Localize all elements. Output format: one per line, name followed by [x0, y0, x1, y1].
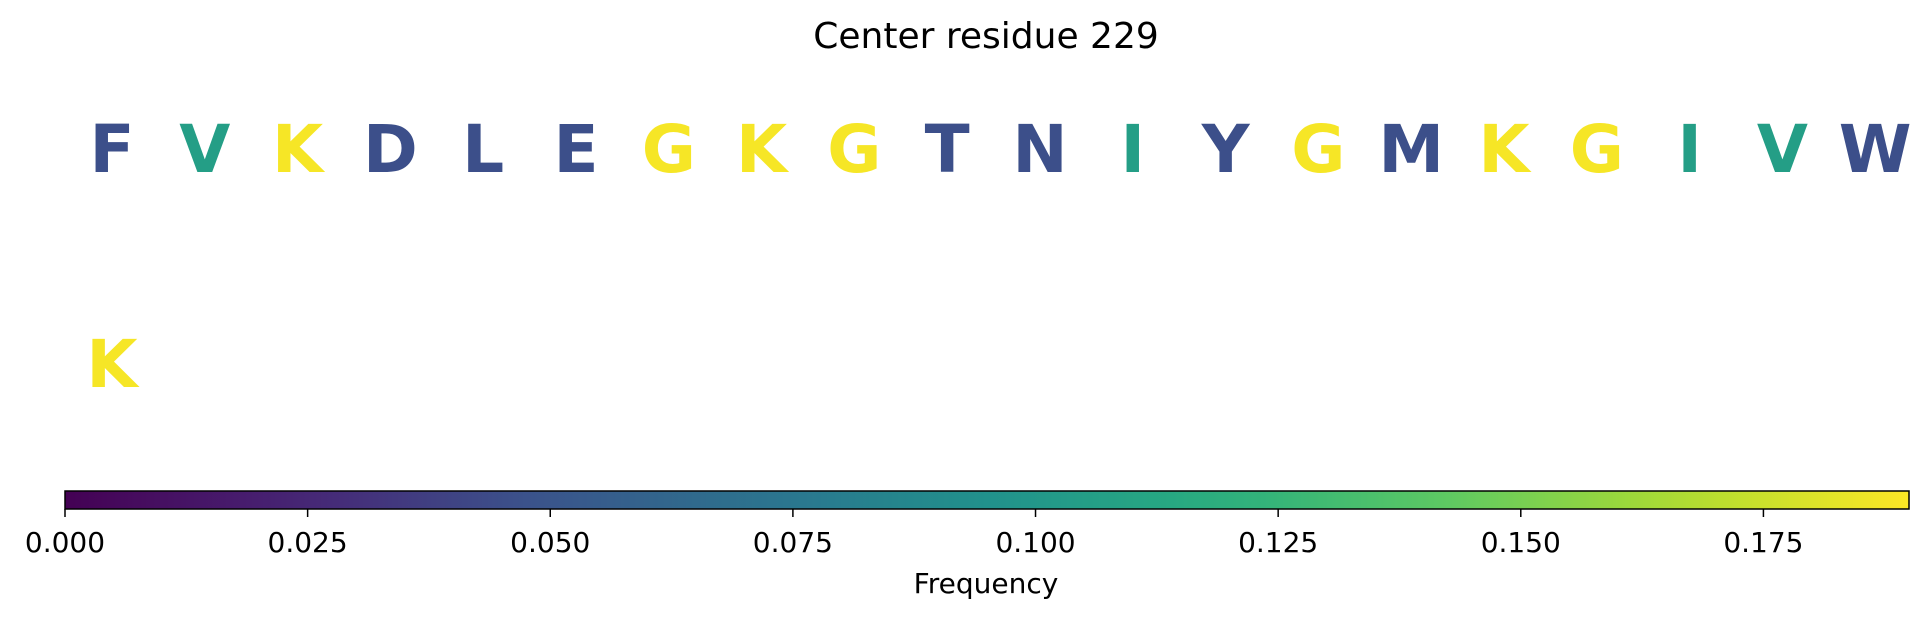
colorbar-tick-label: 0.175 [1723, 526, 1803, 559]
chart-title: Center residue 229 [813, 16, 1159, 57]
residue-letter: G [642, 111, 696, 188]
residue-letter: V [1757, 111, 1808, 188]
residue-letter: E [553, 111, 598, 188]
colorbar-tick-label: 0.075 [753, 526, 833, 559]
colorbar-label: Frequency [914, 567, 1059, 600]
residue-letter: I [1677, 111, 1702, 188]
residue-letter: D [363, 111, 418, 188]
residue-rows: F V K D L E G K G T N I Y G M K G I V WK [86, 111, 1911, 403]
residue-letter: G [827, 111, 881, 188]
residue-letter: I [1121, 111, 1146, 188]
residue-letter: K [86, 326, 140, 403]
residue-letter: W [1839, 111, 1912, 188]
colorbar-gradient [65, 491, 1909, 509]
residue-letter: G [1291, 111, 1345, 188]
residue-letter: V [179, 111, 230, 188]
residue-letter: T [925, 111, 970, 188]
residue-letter: K [736, 111, 790, 188]
residue-letter: G [1570, 111, 1624, 188]
colorbar-ticks: 0.000 0.025 0.050 0.075 0.100 0.125 0.150 0.175 [25, 509, 1804, 559]
colorbar-tick-label: 0.050 [510, 526, 590, 559]
residue-letter: Y [1201, 111, 1251, 188]
colorbar-tick-label: 0.150 [1481, 526, 1561, 559]
residue-letter: M [1378, 111, 1444, 188]
colorbar-tick-label: 0.100 [995, 526, 1075, 559]
residue-letter: F [89, 111, 134, 188]
colorbar-frame [64, 490, 1910, 510]
colorbar-tick-label: 0.000 [25, 526, 105, 559]
colorbar-tick-label: 0.125 [1238, 526, 1318, 559]
colorbar-tick-label: 0.025 [268, 526, 348, 559]
colorbar: 0.000 0.025 0.050 0.075 0.100 0.125 0.150 0.175… [25, 490, 1910, 600]
residue-letter: K [1478, 111, 1532, 188]
residue-letter: K [272, 111, 326, 188]
residue-letter: L [462, 111, 504, 188]
residue-letter: N [1012, 111, 1067, 188]
